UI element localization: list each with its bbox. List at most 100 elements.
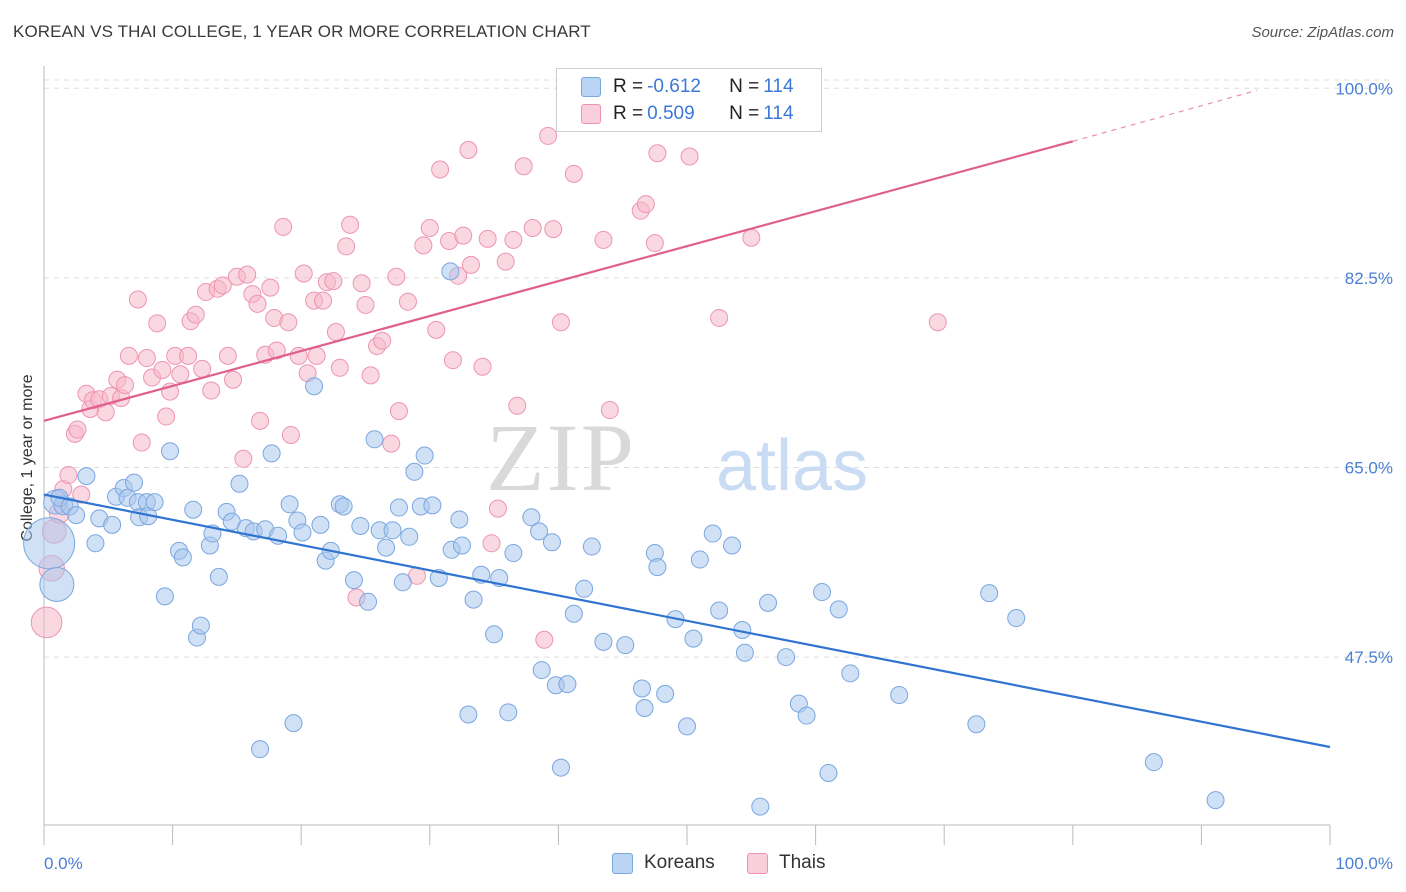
thai-point xyxy=(324,272,343,291)
correlation-legend: R = -0.612 N = 114 R = 0.509 N = 114 xyxy=(556,68,822,132)
thai-trend-line xyxy=(43,140,1074,422)
thai-point xyxy=(274,217,293,236)
korean-point xyxy=(161,442,180,461)
thai-point xyxy=(137,349,156,368)
axes xyxy=(43,66,1331,845)
korean-point xyxy=(423,496,442,515)
thai-point xyxy=(414,236,433,255)
thai-point xyxy=(535,630,554,649)
korean-point xyxy=(251,740,270,759)
thai-point xyxy=(157,407,176,426)
korean-point xyxy=(191,616,210,635)
korean-point xyxy=(690,550,709,569)
chart-title: KOREAN VS THAI COLLEGE, 1 YEAR OR MORE C… xyxy=(13,22,591,41)
y-tick-label: 82.5% xyxy=(1345,269,1393,288)
korean-legend-swatch xyxy=(612,852,633,874)
n-value-koreans: 114 xyxy=(763,76,794,97)
thai-point xyxy=(373,331,392,350)
korean-point xyxy=(293,523,312,542)
n-label: N = xyxy=(729,76,760,97)
thai-point xyxy=(361,366,380,385)
thai-point xyxy=(564,164,583,183)
thai-point xyxy=(488,499,507,518)
korean-point xyxy=(459,705,478,724)
y-tick-labels: 47.5% 65.0% 82.5% 100.0% xyxy=(1335,79,1393,667)
thai-point xyxy=(539,126,558,145)
thai-legend-swatch xyxy=(747,852,768,874)
thai-point xyxy=(132,433,151,452)
korean-point xyxy=(155,587,174,606)
korean-point xyxy=(723,536,742,555)
korean-point xyxy=(365,430,384,449)
thai-point xyxy=(30,606,63,639)
korean-point xyxy=(393,573,412,592)
korean-point xyxy=(400,527,419,546)
source-credit: Source: ZipAtlas.com xyxy=(1251,24,1394,41)
thai-point xyxy=(341,215,360,234)
thai-point xyxy=(234,449,253,468)
korean-point xyxy=(684,629,703,648)
legend-label-thais: Thais xyxy=(779,852,826,873)
korean-point xyxy=(635,698,654,717)
korean-point xyxy=(173,548,192,567)
korean-point xyxy=(383,521,402,540)
thai-point xyxy=(179,346,198,365)
korean-point xyxy=(405,462,424,481)
legend-item-koreans: Koreans xyxy=(612,852,715,874)
thai-point xyxy=(431,160,450,179)
korean-point xyxy=(262,444,281,463)
x-tick-labels: 0.0% 100.0% xyxy=(44,854,1393,873)
thai-point xyxy=(59,466,78,485)
korean-point xyxy=(499,703,518,722)
thai-point xyxy=(742,228,761,247)
thai-point xyxy=(294,264,313,283)
korean-point xyxy=(530,522,549,541)
korean-point xyxy=(334,497,353,516)
thai-point xyxy=(478,229,497,248)
thai-point xyxy=(482,534,501,553)
korean-point xyxy=(582,537,601,556)
korean-point xyxy=(813,583,832,602)
korean-point xyxy=(1206,791,1225,810)
korean-point xyxy=(841,664,860,683)
thai-points xyxy=(30,126,947,649)
thai-point xyxy=(330,358,349,377)
thai-point xyxy=(218,346,237,365)
thai-point xyxy=(116,376,135,395)
korean-point xyxy=(759,593,778,612)
thai-point xyxy=(248,294,267,313)
korean-point xyxy=(280,495,299,514)
thai-point xyxy=(72,485,91,504)
n-value-thais: 114 xyxy=(763,103,794,124)
thai-trend-extension xyxy=(1072,89,1257,142)
thai-point xyxy=(443,351,462,370)
korean-point xyxy=(819,763,838,782)
korean-point xyxy=(230,474,249,493)
thai-point xyxy=(148,314,167,333)
korean-point xyxy=(558,675,577,694)
korean-point xyxy=(735,643,754,662)
thai-point xyxy=(389,402,408,421)
thai-point xyxy=(680,147,699,166)
thai-point xyxy=(636,195,655,214)
x-tick-label: 100.0% xyxy=(1335,854,1393,873)
korean-point xyxy=(967,715,986,734)
thai-point xyxy=(251,411,270,430)
thai-point xyxy=(420,219,439,238)
korean-point xyxy=(980,584,999,603)
korean-point xyxy=(452,536,471,555)
korean-point xyxy=(1007,609,1026,628)
trend-lines xyxy=(43,89,1331,749)
korean-point xyxy=(890,685,909,704)
korean-points xyxy=(23,262,1225,816)
r-value-koreans: -0.612 xyxy=(647,76,701,97)
korean-point xyxy=(678,717,696,736)
thai-point xyxy=(645,234,664,253)
thai-point xyxy=(119,346,138,365)
korean-trend-line xyxy=(43,493,1331,749)
watermark-zip: ZIP xyxy=(486,404,636,511)
thai-point xyxy=(523,219,542,238)
watermark: ZIP atlas xyxy=(486,404,868,511)
korean-point xyxy=(648,558,667,577)
